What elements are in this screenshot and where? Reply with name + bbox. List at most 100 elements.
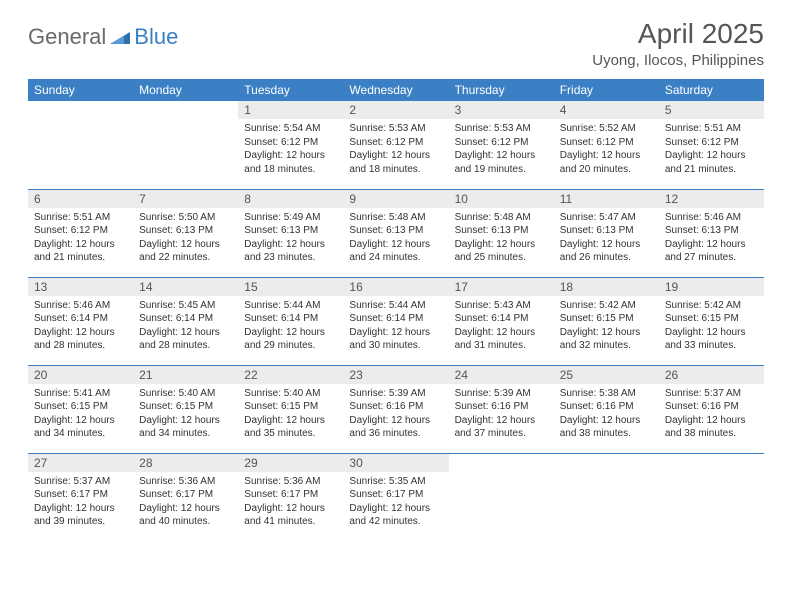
- daylight-text: Daylight: 12 hours and 34 minutes.: [139, 414, 232, 441]
- calendar-day-cell: 13Sunrise: 5:46 AMSunset: 6:14 PMDayligh…: [28, 277, 133, 365]
- day-number: 15: [238, 278, 343, 296]
- day-number: 21: [133, 366, 238, 384]
- sunset-text: Sunset: 6:14 PM: [455, 312, 548, 326]
- calendar-day-cell: 7Sunrise: 5:50 AMSunset: 6:13 PMDaylight…: [133, 189, 238, 277]
- day-content: Sunrise: 5:36 AMSunset: 6:17 PMDaylight:…: [133, 472, 238, 533]
- sunset-text: Sunset: 6:13 PM: [244, 224, 337, 238]
- calendar-day-cell: 3Sunrise: 5:53 AMSunset: 6:12 PMDaylight…: [449, 101, 554, 189]
- day-content: Sunrise: 5:44 AMSunset: 6:14 PMDaylight:…: [343, 296, 448, 357]
- day-number: 24: [449, 366, 554, 384]
- daylight-text: Daylight: 12 hours and 39 minutes.: [34, 502, 127, 529]
- day-number: 14: [133, 278, 238, 296]
- day-content: Sunrise: 5:42 AMSunset: 6:15 PMDaylight:…: [554, 296, 659, 357]
- sunrise-text: Sunrise: 5:39 AM: [455, 387, 548, 401]
- weekday-header: Sunday: [28, 79, 133, 101]
- calendar-day-cell: 23Sunrise: 5:39 AMSunset: 6:16 PMDayligh…: [343, 365, 448, 453]
- sunrise-text: Sunrise: 5:50 AM: [139, 211, 232, 225]
- sunrise-text: Sunrise: 5:36 AM: [244, 475, 337, 489]
- logo: General Blue: [28, 18, 178, 50]
- calendar-day-cell: 4Sunrise: 5:52 AMSunset: 6:12 PMDaylight…: [554, 101, 659, 189]
- daylight-text: Daylight: 12 hours and 25 minutes.: [455, 238, 548, 265]
- daylight-text: Daylight: 12 hours and 21 minutes.: [34, 238, 127, 265]
- sunrise-text: Sunrise: 5:45 AM: [139, 299, 232, 313]
- day-number: 20: [28, 366, 133, 384]
- calendar-day-cell: 1Sunrise: 5:54 AMSunset: 6:12 PMDaylight…: [238, 101, 343, 189]
- sunset-text: Sunset: 6:16 PM: [349, 400, 442, 414]
- sunset-text: Sunset: 6:16 PM: [665, 400, 758, 414]
- sunset-text: Sunset: 6:17 PM: [349, 488, 442, 502]
- calendar-day-cell: 11Sunrise: 5:47 AMSunset: 6:13 PMDayligh…: [554, 189, 659, 277]
- day-number: 29: [238, 454, 343, 472]
- sunrise-text: Sunrise: 5:38 AM: [560, 387, 653, 401]
- day-content: Sunrise: 5:49 AMSunset: 6:13 PMDaylight:…: [238, 208, 343, 269]
- day-number: 4: [554, 101, 659, 119]
- day-content: Sunrise: 5:39 AMSunset: 6:16 PMDaylight:…: [343, 384, 448, 445]
- daylight-text: Daylight: 12 hours and 23 minutes.: [244, 238, 337, 265]
- day-content: Sunrise: 5:43 AMSunset: 6:14 PMDaylight:…: [449, 296, 554, 357]
- sunrise-text: Sunrise: 5:54 AM: [244, 122, 337, 136]
- daylight-text: Daylight: 12 hours and 33 minutes.: [665, 326, 758, 353]
- day-content: Sunrise: 5:53 AMSunset: 6:12 PMDaylight:…: [343, 119, 448, 180]
- daylight-text: Daylight: 12 hours and 31 minutes.: [455, 326, 548, 353]
- day-number: 11: [554, 190, 659, 208]
- calendar-week-row: 13Sunrise: 5:46 AMSunset: 6:14 PMDayligh…: [28, 277, 764, 365]
- day-number: 19: [659, 278, 764, 296]
- day-content: Sunrise: 5:53 AMSunset: 6:12 PMDaylight:…: [449, 119, 554, 180]
- sunset-text: Sunset: 6:15 PM: [560, 312, 653, 326]
- sunset-text: Sunset: 6:14 PM: [349, 312, 442, 326]
- day-content: Sunrise: 5:48 AMSunset: 6:13 PMDaylight:…: [343, 208, 448, 269]
- day-number: 30: [343, 454, 448, 472]
- calendar-day-cell: 21Sunrise: 5:40 AMSunset: 6:15 PMDayligh…: [133, 365, 238, 453]
- daylight-text: Daylight: 12 hours and 34 minutes.: [34, 414, 127, 441]
- day-number: 18: [554, 278, 659, 296]
- weekday-header: Wednesday: [343, 79, 448, 101]
- calendar-day-cell: 9Sunrise: 5:48 AMSunset: 6:13 PMDaylight…: [343, 189, 448, 277]
- sunrise-text: Sunrise: 5:53 AM: [349, 122, 442, 136]
- sunset-text: Sunset: 6:13 PM: [349, 224, 442, 238]
- day-content: Sunrise: 5:37 AMSunset: 6:17 PMDaylight:…: [28, 472, 133, 533]
- calendar-day-cell: 25Sunrise: 5:38 AMSunset: 6:16 PMDayligh…: [554, 365, 659, 453]
- day-number: 2: [343, 101, 448, 119]
- day-number: 3: [449, 101, 554, 119]
- calendar-day-cell: 26Sunrise: 5:37 AMSunset: 6:16 PMDayligh…: [659, 365, 764, 453]
- sunset-text: Sunset: 6:17 PM: [139, 488, 232, 502]
- daylight-text: Daylight: 12 hours and 26 minutes.: [560, 238, 653, 265]
- sunrise-text: Sunrise: 5:53 AM: [455, 122, 548, 136]
- day-content: Sunrise: 5:38 AMSunset: 6:16 PMDaylight:…: [554, 384, 659, 445]
- sunset-text: Sunset: 6:12 PM: [34, 224, 127, 238]
- calendar-day-cell: 6Sunrise: 5:51 AMSunset: 6:12 PMDaylight…: [28, 189, 133, 277]
- calendar-day-cell: .: [133, 101, 238, 189]
- day-content: Sunrise: 5:45 AMSunset: 6:14 PMDaylight:…: [133, 296, 238, 357]
- sunrise-text: Sunrise: 5:46 AM: [665, 211, 758, 225]
- calendar-week-row: 27Sunrise: 5:37 AMSunset: 6:17 PMDayligh…: [28, 453, 764, 541]
- daylight-text: Daylight: 12 hours and 19 minutes.: [455, 149, 548, 176]
- calendar-day-cell: 28Sunrise: 5:36 AMSunset: 6:17 PMDayligh…: [133, 453, 238, 541]
- logo-triangle-icon: [110, 24, 130, 50]
- calendar-header-row: SundayMondayTuesdayWednesdayThursdayFrid…: [28, 79, 764, 101]
- calendar-day-cell: 10Sunrise: 5:48 AMSunset: 6:13 PMDayligh…: [449, 189, 554, 277]
- weekday-header: Tuesday: [238, 79, 343, 101]
- sunrise-text: Sunrise: 5:52 AM: [560, 122, 653, 136]
- sunset-text: Sunset: 6:15 PM: [665, 312, 758, 326]
- day-content: Sunrise: 5:46 AMSunset: 6:14 PMDaylight:…: [28, 296, 133, 357]
- sunset-text: Sunset: 6:15 PM: [244, 400, 337, 414]
- calendar-day-cell: 29Sunrise: 5:36 AMSunset: 6:17 PMDayligh…: [238, 453, 343, 541]
- calendar-day-cell: 14Sunrise: 5:45 AMSunset: 6:14 PMDayligh…: [133, 277, 238, 365]
- daylight-text: Daylight: 12 hours and 20 minutes.: [560, 149, 653, 176]
- day-content: Sunrise: 5:35 AMSunset: 6:17 PMDaylight:…: [343, 472, 448, 533]
- daylight-text: Daylight: 12 hours and 29 minutes.: [244, 326, 337, 353]
- calendar-day-cell: 30Sunrise: 5:35 AMSunset: 6:17 PMDayligh…: [343, 453, 448, 541]
- day-number: 7: [133, 190, 238, 208]
- day-content: Sunrise: 5:52 AMSunset: 6:12 PMDaylight:…: [554, 119, 659, 180]
- month-title: April 2025: [592, 18, 764, 50]
- sunrise-text: Sunrise: 5:43 AM: [455, 299, 548, 313]
- day-content: Sunrise: 5:36 AMSunset: 6:17 PMDaylight:…: [238, 472, 343, 533]
- weekday-header: Saturday: [659, 79, 764, 101]
- daylight-text: Daylight: 12 hours and 41 minutes.: [244, 502, 337, 529]
- day-number: 8: [238, 190, 343, 208]
- daylight-text: Daylight: 12 hours and 22 minutes.: [139, 238, 232, 265]
- logo-text-blue: Blue: [134, 24, 178, 50]
- day-content: Sunrise: 5:39 AMSunset: 6:16 PMDaylight:…: [449, 384, 554, 445]
- daylight-text: Daylight: 12 hours and 38 minutes.: [665, 414, 758, 441]
- day-number: 6: [28, 190, 133, 208]
